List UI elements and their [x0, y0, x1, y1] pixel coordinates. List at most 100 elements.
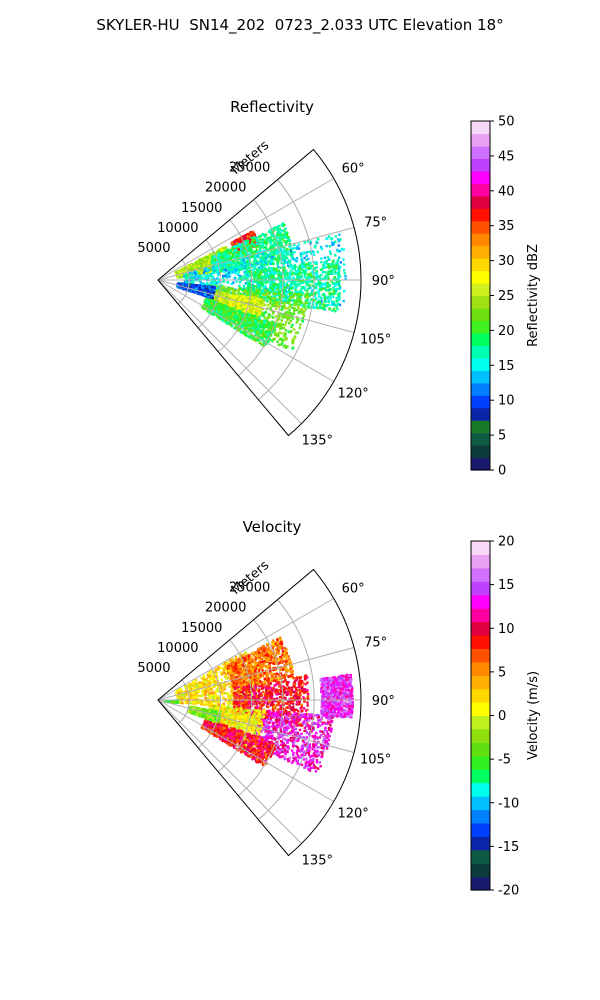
echo-cell — [218, 309, 221, 313]
echo-cell — [290, 295, 294, 299]
echo-cell — [317, 289, 321, 293]
echo-cell — [277, 251, 280, 254]
echo-cell — [243, 247, 246, 251]
echo-cell — [206, 268, 209, 271]
echo-cell — [217, 256, 220, 259]
echo-cell — [181, 275, 184, 278]
echo-cell — [297, 298, 300, 301]
echo-cell — [295, 272, 298, 276]
echo-cell — [210, 255, 214, 258]
echo-cell — [236, 272, 240, 276]
echo-cell — [276, 302, 279, 305]
echo-cell — [324, 284, 327, 287]
echo-cell — [220, 258, 223, 262]
echo-cell — [272, 276, 276, 280]
echo-cell — [235, 268, 238, 272]
echo-cell — [309, 272, 312, 275]
echo-cell — [266, 256, 270, 259]
echo-cell — [242, 239, 245, 242]
echo-cell — [309, 264, 312, 268]
echo-cell — [214, 265, 217, 269]
echo-cell — [305, 293, 309, 296]
echo-cell — [284, 301, 287, 305]
echo-cell — [333, 287, 336, 290]
echo-cell — [236, 256, 240, 259]
echo-cell — [223, 248, 226, 252]
echo-cell — [317, 282, 320, 285]
echo-cell — [299, 299, 302, 303]
echo-cell — [300, 266, 303, 270]
echo-cell — [248, 255, 251, 259]
echo-cell — [272, 243, 275, 247]
echo-cell — [332, 295, 335, 299]
echo-cell — [280, 234, 283, 237]
echo-cell — [223, 263, 227, 266]
echo-cell — [236, 244, 239, 247]
echo-cell — [267, 297, 271, 301]
echo-cell — [303, 302, 306, 306]
echo-cell — [307, 295, 310, 299]
echo-cell — [265, 279, 268, 283]
echo-cell — [319, 286, 322, 289]
echo-cell — [284, 277, 287, 280]
echo-cell — [290, 265, 293, 268]
echo-cell — [208, 270, 211, 274]
echo-cell — [259, 252, 263, 256]
echo-cell — [237, 301, 241, 304]
echo-cell — [204, 257, 208, 260]
echo-cell — [271, 282, 275, 285]
echo-cell — [282, 281, 285, 284]
echo-cell — [238, 265, 241, 268]
echo-cell — [309, 276, 312, 279]
echo-cell — [258, 239, 261, 243]
echo-cell — [310, 298, 313, 301]
echo-cell — [275, 283, 278, 286]
echo-cell — [268, 313, 271, 317]
echo-cell — [338, 233, 341, 236]
echo-cell — [268, 255, 271, 258]
echo-cell — [222, 280, 225, 283]
echo-cell — [256, 294, 259, 298]
echo-cell — [287, 300, 290, 304]
echo-cell — [272, 245, 275, 248]
echo-cell — [230, 265, 234, 268]
echo-cell — [335, 304, 338, 308]
echo-cell — [291, 266, 294, 270]
echo-cell — [338, 287, 341, 291]
echo-cell — [301, 279, 305, 282]
echo-cell — [274, 291, 278, 294]
echo-cell — [256, 277, 259, 280]
echo-cell — [299, 272, 302, 275]
echo-cell — [294, 247, 297, 250]
echo-cell — [290, 268, 293, 272]
echo-cell — [251, 232, 254, 235]
echo-cell — [331, 265, 335, 268]
echo-cell — [189, 269, 193, 272]
echo-cell — [314, 272, 317, 275]
echo-cell — [238, 294, 241, 297]
echo-cell — [285, 233, 289, 236]
echo-cell — [299, 279, 303, 283]
echo-cell — [202, 258, 205, 261]
echo-cell — [226, 253, 229, 256]
echo-cell — [280, 343, 283, 346]
echo-cell — [254, 294, 258, 298]
echo-cell — [242, 288, 245, 291]
echo-cell — [282, 316, 285, 319]
echo-cell — [252, 288, 255, 291]
echo-cell — [269, 238, 273, 241]
echo-cell — [259, 309, 262, 312]
echo-cell — [282, 345, 285, 348]
echo-cell — [278, 285, 281, 288]
echo-cell — [342, 299, 345, 303]
echo-cell — [332, 282, 335, 285]
echo-cell — [235, 253, 239, 256]
echo-cell — [300, 301, 303, 304]
echo-cell — [272, 262, 275, 266]
echo-cell — [310, 293, 314, 296]
echo-cell — [243, 235, 246, 239]
echo-cell — [246, 292, 249, 296]
echo-cell — [251, 240, 254, 243]
echo-cell — [241, 235, 244, 239]
echo-cell — [304, 265, 307, 269]
